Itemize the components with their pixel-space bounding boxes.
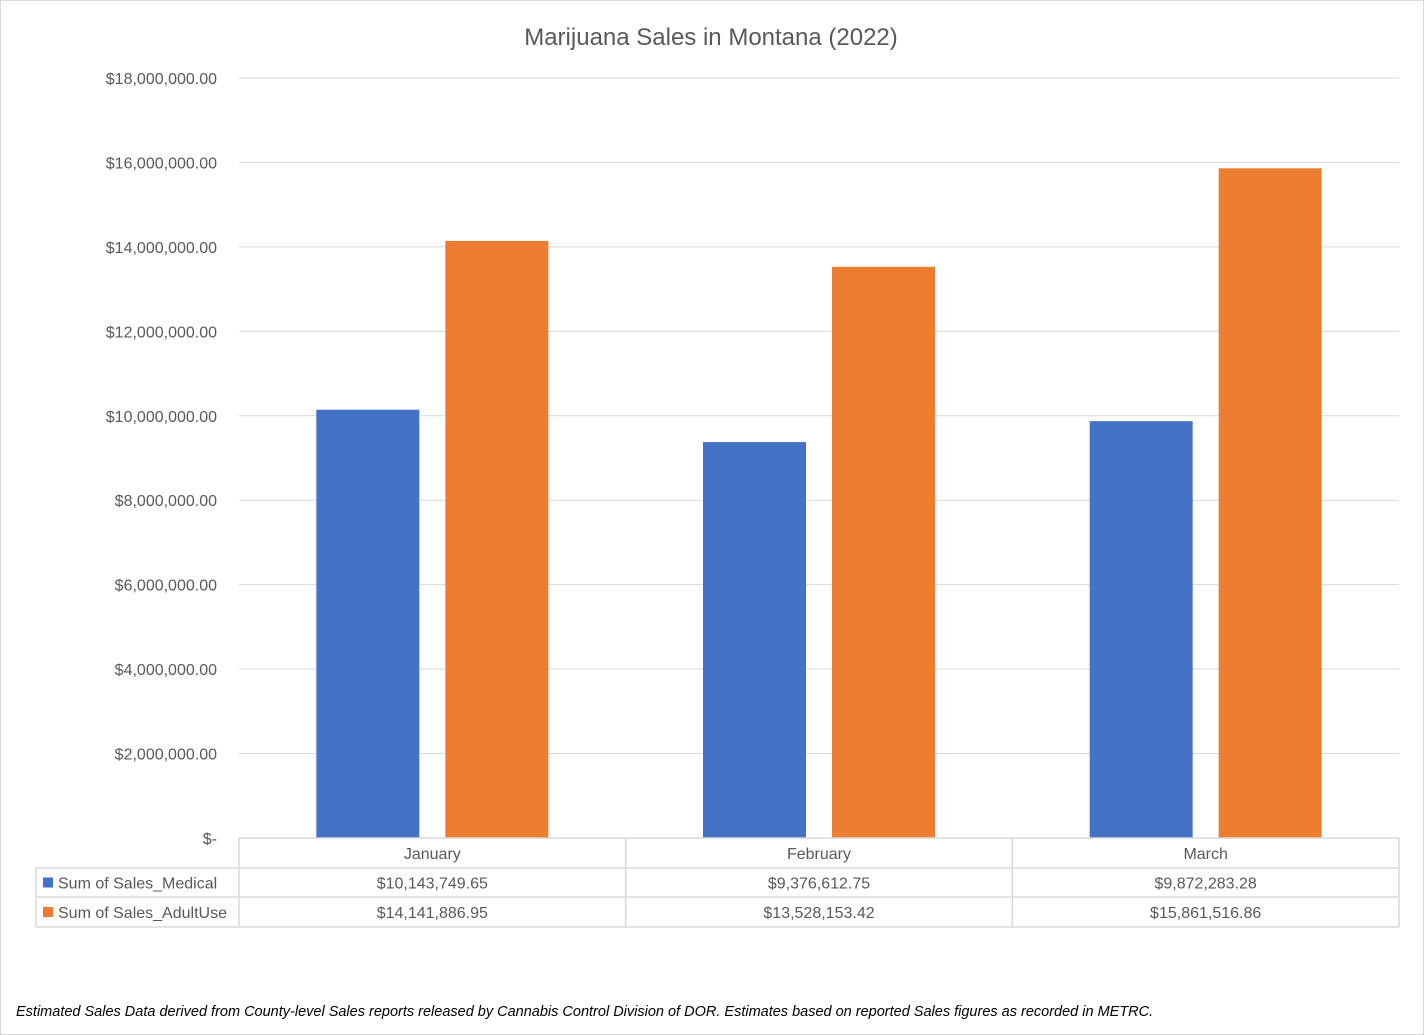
bar-medical-january: [316, 409, 420, 838]
y-tick-label: $6,000,000.00: [115, 578, 217, 595]
legend-key-adultuse: [43, 907, 53, 917]
category-label: March: [1183, 846, 1227, 863]
y-tick-label: $2,000,000.00: [115, 747, 217, 764]
y-tick-label: $14,000,000.00: [106, 240, 217, 257]
bar-medical-march: [1089, 421, 1193, 838]
y-tick-label: $-: [203, 831, 217, 848]
data-table-value: $9,376,612.75: [768, 876, 870, 893]
legend-key-medical: [43, 877, 53, 888]
data-table-value: $10,143,749.65: [377, 876, 488, 893]
footnote: Estimated Sales Data derived from County…: [16, 1004, 1154, 1020]
data-table-value: $13,528,153.42: [763, 905, 874, 922]
y-tick-label: $18,000,000.00: [106, 71, 217, 88]
category-label: January: [404, 846, 461, 863]
bar-adultuse-february: [832, 266, 935, 839]
bar-adultuse-march: [1218, 168, 1322, 838]
bar-adultuse-january: [445, 240, 549, 839]
data-table-value: $14,141,886.95: [377, 905, 488, 922]
y-tick-label: $8,000,000.00: [115, 493, 217, 510]
series-name: Sum of Sales_Medical: [58, 876, 217, 893]
y-tick-label: $16,000,000.00: [106, 155, 217, 172]
y-tick-label: $4,000,000.00: [115, 662, 217, 679]
category-label: February: [787, 846, 851, 863]
bar-medical-february: [703, 442, 806, 838]
series-name: Sum of Sales_AdultUse: [58, 905, 227, 922]
y-tick-label: $12,000,000.00: [106, 324, 217, 341]
data-table-value: $9,872,283.28: [1155, 876, 1257, 893]
data-table-value: $15,861,516.86: [1150, 905, 1261, 922]
y-tick-label: $10,000,000.00: [106, 409, 217, 426]
chart-title: Marijuana Sales in Montana (2022): [524, 24, 898, 51]
